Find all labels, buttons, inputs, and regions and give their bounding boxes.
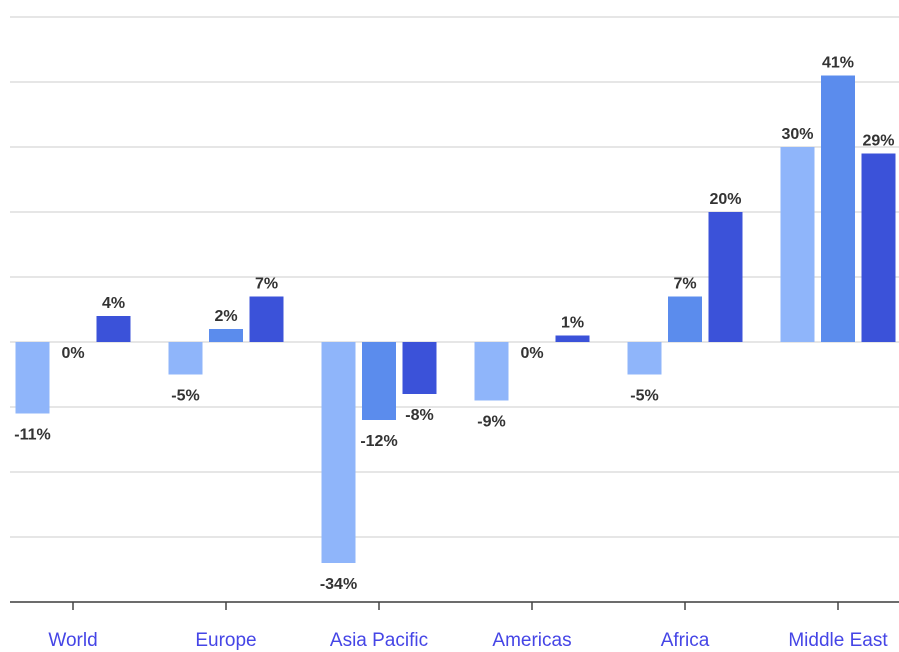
bar	[474, 342, 509, 401]
x-tick-label: Americas	[492, 630, 571, 651]
data-label: 0%	[520, 345, 543, 362]
data-label: -5%	[630, 388, 658, 405]
bar	[708, 212, 743, 342]
data-label: -9%	[477, 414, 505, 431]
data-label: 20%	[709, 191, 741, 208]
data-label: -11%	[14, 427, 50, 444]
data-label: 29%	[862, 133, 894, 150]
bar	[780, 147, 815, 342]
bar	[627, 342, 662, 375]
data-label: 2%	[214, 308, 237, 325]
x-tick-label: Middle East	[788, 630, 888, 651]
bar	[209, 329, 243, 342]
x-tick-label: World	[48, 630, 97, 651]
data-label: 30%	[781, 126, 813, 143]
bar	[96, 316, 131, 342]
bar	[362, 342, 396, 420]
data-label: -5%	[171, 388, 199, 405]
bar	[861, 153, 896, 342]
data-label: 7%	[255, 276, 278, 293]
bar	[15, 342, 50, 414]
bar	[168, 342, 203, 375]
bar	[668, 296, 702, 342]
x-tick-label: Europe	[195, 630, 256, 651]
bar	[249, 296, 284, 342]
x-tick-label: Asia Pacific	[330, 630, 428, 651]
data-label: 41%	[822, 55, 854, 72]
x-tick-label: Africa	[661, 630, 710, 651]
data-label: -8%	[405, 407, 433, 424]
data-label: 0%	[61, 345, 84, 362]
bar	[821, 75, 855, 342]
data-label: 1%	[561, 315, 584, 332]
bar	[402, 342, 437, 394]
bar	[555, 335, 590, 342]
data-label: -34%	[320, 576, 357, 593]
data-label: 7%	[673, 276, 696, 293]
data-label: -12%	[360, 433, 397, 450]
bar	[321, 342, 356, 563]
data-label: 4%	[102, 295, 125, 312]
